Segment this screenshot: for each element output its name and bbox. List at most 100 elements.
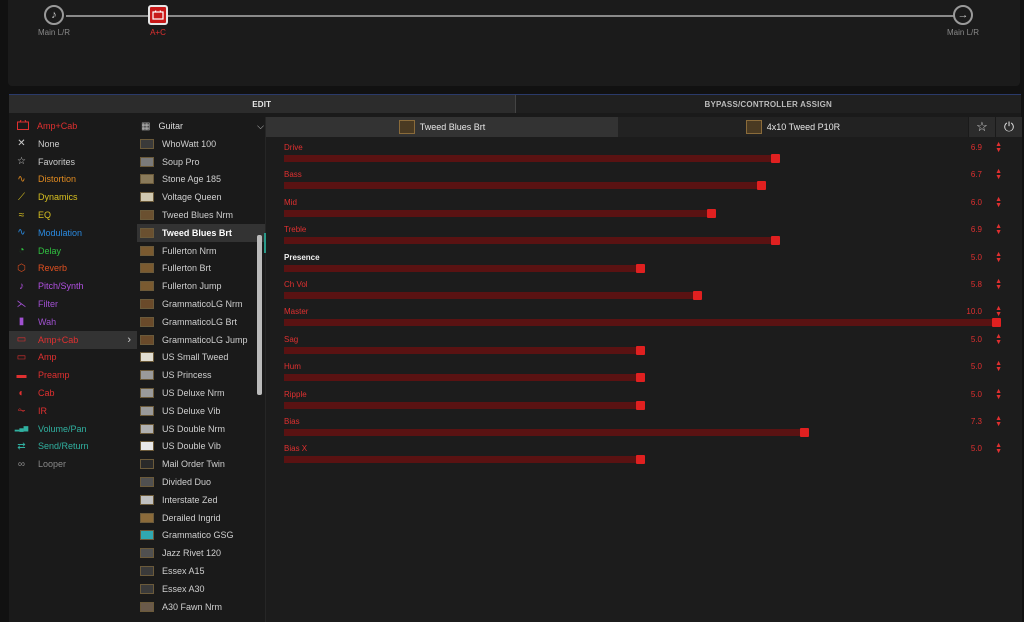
spinner-arrows-icon[interactable]: ▲ ▼: [995, 250, 1002, 264]
model-list-scrollbar[interactable]: [257, 235, 262, 395]
model-item[interactable]: WhoWatt 100: [137, 135, 266, 153]
tab-cab-model[interactable]: 4x10 Tweed P10R: [618, 117, 968, 137]
category-item[interactable]: ⬡ Reverb: [9, 260, 137, 278]
output-node[interactable]: → Main L/R: [947, 5, 979, 37]
category-item[interactable]: ◔ Delay: [9, 242, 137, 260]
spinner-arrows-icon[interactable]: ▲ ▼: [995, 141, 1002, 154]
tab-bypass-controller-assign[interactable]: BYPASS/CONTROLLER ASSIGN: [515, 95, 1021, 113]
spinner-arrows-icon[interactable]: ▲ ▼: [995, 195, 1002, 209]
slider-handle[interactable]: [707, 208, 717, 218]
model-item[interactable]: Derailed Ingrid: [137, 509, 266, 527]
model-item[interactable]: Grammatico GSG: [137, 527, 266, 545]
slider-handle[interactable]: [799, 428, 809, 437]
model-item[interactable]: US Double Nrm: [137, 420, 266, 438]
model-item[interactable]: Voltage Queen: [137, 188, 266, 206]
slider-handle[interactable]: [757, 181, 767, 191]
param-value[interactable]: 7.3: [970, 417, 982, 426]
model-item[interactable]: Mail Order Twin: [137, 455, 266, 473]
spinner-arrows-icon[interactable]: ▲ ▼: [995, 168, 1002, 182]
model-item[interactable]: US Double Vib: [137, 438, 266, 456]
chevron-down-icon[interactable]: ⌵: [257, 120, 264, 131]
category-item[interactable]: ♪ Pitch/Synth: [9, 277, 137, 295]
model-item[interactable]: Essex A15: [137, 562, 266, 580]
slider-handle[interactable]: [992, 318, 1001, 328]
category-item[interactable]: ▭ Amp: [9, 349, 137, 367]
slider-handle[interactable]: [636, 455, 645, 465]
tab-amp-model[interactable]: Tweed Blues Brt: [266, 117, 618, 137]
category-item[interactable]: ☆ Favorites: [9, 153, 137, 171]
favorite-star-icon[interactable]: ☆: [968, 117, 995, 137]
param-slider[interactable]: [284, 373, 645, 383]
category-item[interactable]: ≈ EQ: [9, 206, 137, 224]
category-item[interactable]: ✕ None: [9, 135, 137, 153]
param-value[interactable]: 6.7: [970, 170, 982, 180]
param-value[interactable]: 5.0: [970, 389, 982, 399]
category-item[interactable]: ▬ Preamp: [9, 366, 137, 384]
param-slider[interactable]: [284, 400, 645, 410]
category-item[interactable]: ⋋ Filter: [9, 295, 137, 313]
spinner-arrows-icon[interactable]: ▲ ▼: [995, 223, 1002, 237]
model-item[interactable]: Soup Pro: [137, 153, 266, 171]
model-item[interactable]: A30 Fawn Nrm: [137, 598, 266, 616]
model-item[interactable]: Fullerton Brt: [137, 260, 266, 278]
param-slider[interactable]: [284, 345, 645, 355]
param-value[interactable]: 10.0: [966, 307, 982, 317]
param-slider[interactable]: [284, 181, 767, 191]
model-item[interactable]: Fullerton Jump: [137, 277, 266, 295]
power-icon[interactable]: ⏻: [995, 117, 1022, 137]
model-item[interactable]: US Princess: [137, 366, 266, 384]
slider-handle[interactable]: [636, 373, 645, 383]
model-item[interactable]: Jazz Rivet 120: [137, 544, 266, 562]
slider-handle[interactable]: [692, 291, 702, 300]
amp-cab-block[interactable]: A+C: [148, 5, 168, 37]
model-item[interactable]: Divided Duo: [137, 473, 266, 491]
category-item[interactable]: ◐ Cab: [9, 384, 137, 402]
category-header[interactable]: Amp+Cab: [9, 117, 137, 135]
model-item[interactable]: US Deluxe Nrm: [137, 384, 266, 402]
spinner-arrows-icon[interactable]: ▲ ▼: [995, 305, 1002, 319]
param-slider[interactable]: [284, 154, 781, 163]
param-slider[interactable]: [284, 236, 781, 246]
category-item[interactable]: ▂▄▆ Volume/Pan: [9, 420, 137, 438]
category-item[interactable]: ⏦ IR: [9, 402, 137, 420]
spinner-arrows-icon[interactable]: ▲ ▼: [995, 387, 1002, 401]
param-slider[interactable]: [284, 318, 1001, 328]
param-value[interactable]: 6.0: [970, 197, 982, 207]
param-value[interactable]: 6.9: [970, 143, 982, 152]
spinner-arrows-icon[interactable]: ▲ ▼: [995, 360, 1002, 374]
input-node[interactable]: ♪ Main L/R: [38, 5, 70, 37]
tab-edit[interactable]: EDIT: [9, 95, 516, 113]
model-item[interactable]: Fullerton Nrm: [137, 242, 266, 260]
category-item[interactable]: ⇄ Send/Return: [9, 438, 137, 456]
category-item[interactable]: ∿ Modulation: [9, 224, 137, 242]
spinner-arrows-icon[interactable]: ▲ ▼: [995, 278, 1002, 291]
param-slider[interactable]: [284, 263, 645, 273]
category-item[interactable]: ▭ Amp+Cab ›: [9, 330, 137, 349]
param-value[interactable]: 5.0: [970, 252, 982, 262]
model-list-header[interactable]: ▦ Guitar ⌵: [137, 117, 266, 135]
param-value[interactable]: 5.0: [970, 362, 982, 372]
model-item[interactable]: Tweed Blues Brt: [137, 223, 266, 242]
category-item[interactable]: ∿ Distortion: [9, 171, 137, 189]
model-item[interactable]: GrammaticoLG Brt: [137, 313, 266, 331]
category-item[interactable]: ∞ Looper: [9, 455, 137, 473]
param-slider[interactable]: [284, 455, 645, 465]
param-value[interactable]: 5.8: [970, 280, 982, 289]
category-item[interactable]: ▮ Wah: [9, 313, 137, 331]
param-slider[interactable]: [284, 291, 702, 300]
param-value[interactable]: 5.0: [970, 334, 982, 344]
model-item[interactable]: US Small Tweed: [137, 349, 266, 367]
slider-handle[interactable]: [771, 236, 781, 246]
model-item[interactable]: Interstate Zed: [137, 491, 266, 509]
param-value[interactable]: 5.0: [970, 444, 982, 454]
model-item[interactable]: US Deluxe Vib: [137, 402, 266, 420]
model-item[interactable]: Stone Age 185: [137, 171, 266, 189]
spinner-arrows-icon[interactable]: ▲ ▼: [995, 332, 1002, 346]
model-item[interactable]: GrammaticoLG Nrm: [137, 295, 266, 313]
slider-handle[interactable]: [771, 154, 781, 163]
slider-handle[interactable]: [636, 263, 645, 273]
category-item[interactable]: ⟋ Dynamics: [9, 188, 137, 206]
param-slider[interactable]: [284, 428, 809, 437]
spinner-arrows-icon[interactable]: ▲ ▼: [995, 415, 1002, 428]
model-item[interactable]: Essex A30: [137, 580, 266, 598]
